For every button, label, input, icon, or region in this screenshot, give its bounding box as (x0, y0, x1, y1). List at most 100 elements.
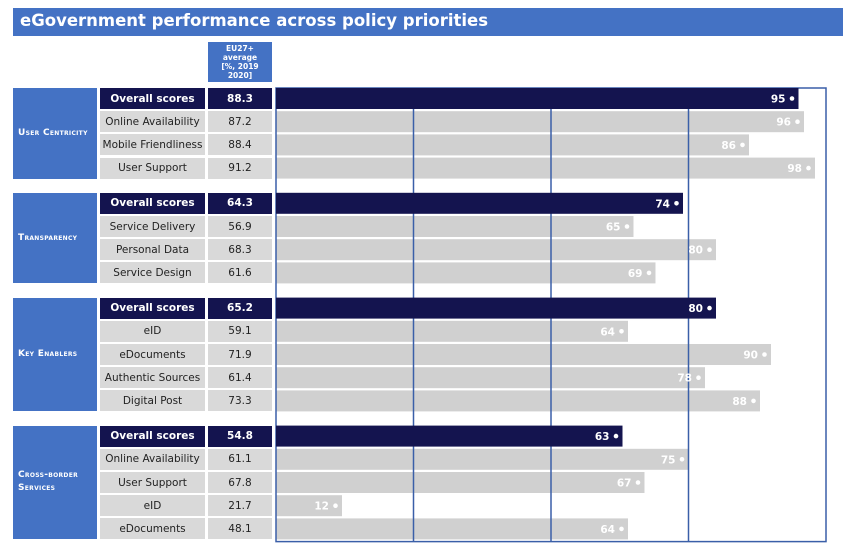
overall-value-label: 80 (688, 303, 703, 315)
row-label: Authentic Sources (100, 367, 205, 389)
value-label: 64 (600, 524, 615, 536)
score-bar (276, 390, 760, 412)
overall-score-bar (276, 88, 799, 109)
value-label: 86 (721, 140, 736, 152)
score-bar (276, 448, 689, 470)
average-value: 54.8 (208, 425, 272, 447)
row-label: Mobile Friendliness (100, 134, 205, 156)
group-label: Cross-border Services (13, 425, 97, 540)
row-label: Personal Data (100, 239, 205, 261)
overall-score-bar (276, 192, 683, 214)
avg-header-line-3: [%, 2019 2020] (221, 62, 259, 80)
value-marker (740, 142, 745, 148)
score-bar (276, 157, 815, 179)
group-label: Transparency (13, 192, 97, 284)
avg-header-line-2: average (222, 53, 258, 62)
score-bar (276, 367, 705, 389)
average-value: 91.2 (208, 157, 272, 179)
average-column-header: EU27+ average [%, 2019 2020] (208, 42, 272, 82)
score-bar (276, 239, 716, 261)
row-label: Service Delivery (100, 216, 205, 237)
value-marker (789, 96, 795, 101)
row-label: Overall scores (100, 88, 205, 109)
overall-value-label: 74 (655, 198, 670, 210)
overall-value-label: 63 (595, 431, 610, 443)
avg-header-line-1: EU27+ (226, 44, 254, 53)
row-label: eID (100, 495, 205, 517)
average-value: 71.9 (208, 344, 272, 365)
average-value: 65.2 (208, 297, 272, 319)
group-label: Key Enablers (13, 297, 97, 412)
value-label: 69 (628, 268, 643, 280)
value-marker (806, 165, 811, 171)
value-label: 75 (661, 454, 676, 466)
average-value: 64.3 (208, 192, 272, 214)
overall-value-label: 95 (771, 94, 786, 106)
row-label: Overall scores (100, 425, 205, 447)
row-label: Overall scores (100, 297, 205, 319)
value-label: 96 (776, 117, 791, 129)
row-label: eDocuments (100, 518, 205, 540)
value-label: 88 (732, 396, 747, 408)
average-value: 21.7 (208, 495, 272, 517)
value-label: 90 (743, 350, 758, 362)
row-label: Online Availability (100, 448, 205, 470)
value-marker (707, 305, 712, 311)
score-bar (276, 495, 342, 517)
value-marker (751, 398, 756, 404)
row-label: Digital Post (100, 390, 205, 412)
value-marker (619, 329, 624, 334)
value-marker (674, 201, 679, 206)
value-marker (679, 457, 685, 462)
row-label: eID (100, 320, 205, 342)
average-value: 67.8 (208, 472, 272, 493)
value-marker (635, 480, 641, 485)
value-marker (795, 119, 800, 124)
value-label: 65 (606, 222, 621, 234)
title-bar: eGovernment performance across policy pr… (13, 8, 843, 36)
average-value: 48.1 (208, 518, 272, 540)
value-label: 80 (688, 245, 703, 257)
value-marker (333, 503, 338, 509)
chart-title: eGovernment performance across policy pr… (20, 11, 489, 30)
value-label: 67 (617, 478, 632, 490)
score-bar (276, 320, 628, 342)
average-value: 61.1 (208, 448, 272, 470)
group-label: User Centricity (13, 88, 97, 179)
score-bar (276, 472, 645, 493)
value-label: 64 (600, 326, 615, 338)
score-bar (276, 262, 656, 284)
row-label: Online Availability (100, 111, 205, 133)
average-value: 88.3 (208, 88, 272, 109)
overall-score-bar (276, 425, 623, 447)
overall-score-bar (276, 297, 716, 319)
value-marker (613, 433, 619, 439)
average-value: 61.4 (208, 367, 272, 389)
average-value: 87.2 (208, 111, 272, 133)
value-label: 98 (787, 163, 802, 175)
score-bar (276, 344, 771, 365)
average-value: 88.4 (208, 134, 272, 156)
row-label: User Support (100, 157, 205, 179)
value-marker (696, 375, 701, 381)
score-bar (276, 134, 749, 156)
score-bar (276, 216, 634, 237)
score-bar (276, 111, 804, 133)
average-value: 61.6 (208, 262, 272, 284)
score-bar (276, 518, 628, 540)
value-marker (624, 224, 630, 229)
average-value: 68.3 (208, 239, 272, 261)
average-value: 56.9 (208, 216, 272, 237)
average-value: 59.1 (208, 320, 272, 342)
value-marker (762, 352, 767, 357)
row-label: User Support (100, 472, 205, 493)
value-label: 78 (677, 373, 692, 385)
row-label: Overall scores (100, 192, 205, 214)
row-label: Service Design (100, 262, 205, 284)
value-marker (646, 270, 652, 276)
value-marker (707, 247, 712, 252)
value-label: 12 (314, 501, 329, 513)
value-marker (619, 526, 624, 532)
average-value: 73.3 (208, 390, 272, 412)
